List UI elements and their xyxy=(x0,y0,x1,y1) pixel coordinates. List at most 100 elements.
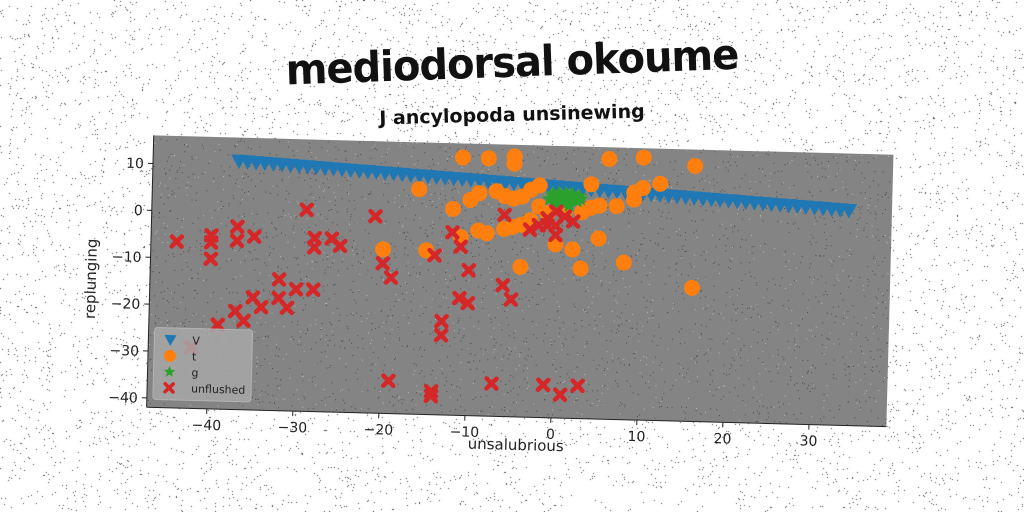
point-unflushed xyxy=(427,247,443,263)
y-tick-label: −10 xyxy=(112,249,142,266)
point-unflushed xyxy=(229,233,245,249)
point-t xyxy=(470,222,487,239)
point-unflushed-stroke xyxy=(169,234,185,249)
point-unflushed xyxy=(451,290,467,306)
x-tick-label: 30 xyxy=(799,433,817,449)
point-unflushed-stroke xyxy=(427,248,443,263)
point-unflushed xyxy=(503,292,519,307)
point-t xyxy=(496,220,513,237)
point-t xyxy=(572,260,589,277)
point-unflushed xyxy=(522,222,538,238)
point-unflushed xyxy=(210,317,225,333)
point-unflushed-stroke xyxy=(246,229,262,244)
point-unflushed xyxy=(461,262,477,278)
point-unflushed xyxy=(306,240,322,255)
point-unflushed xyxy=(279,300,295,316)
x-tick-label: −20 xyxy=(363,422,393,439)
x-axis-label: unsalubrious xyxy=(467,435,564,456)
point-unflushed xyxy=(271,272,287,287)
point-unflushed-stroke xyxy=(495,278,511,293)
point-unflushed-stroke xyxy=(299,202,315,217)
point-unflushed xyxy=(230,219,245,235)
legend-marker-g xyxy=(163,365,176,377)
point-unflushed-stroke xyxy=(557,209,573,224)
legend-label: t xyxy=(192,350,197,363)
point-V xyxy=(841,203,858,219)
point-unflushed-stroke xyxy=(565,214,581,229)
legend-marker-unflushed xyxy=(163,381,176,394)
point-unflushed-stroke xyxy=(535,377,551,392)
point-unflushed xyxy=(288,281,304,297)
point-t xyxy=(687,157,704,174)
point-t xyxy=(601,151,618,168)
point-unflushed-stroke xyxy=(368,209,383,224)
x-tick-label: 10 xyxy=(627,429,645,445)
point-unflushed-stroke xyxy=(434,314,449,329)
point-g xyxy=(545,185,561,201)
point-unflushed-stroke xyxy=(229,233,245,248)
point-unflushed xyxy=(497,207,512,223)
point-g xyxy=(561,197,577,212)
point-unflushed xyxy=(565,214,581,229)
y-axis-label: replunging xyxy=(81,238,101,319)
point-unflushed-stroke xyxy=(552,387,568,402)
point-t xyxy=(652,175,669,192)
y-tick-label: −40 xyxy=(108,390,138,407)
point-unflushed-stroke xyxy=(236,313,251,328)
point-unflushed xyxy=(246,229,262,244)
point-unflushed xyxy=(557,209,573,224)
point-t xyxy=(488,183,505,200)
point-t xyxy=(418,242,435,259)
point-unflushed xyxy=(332,238,348,254)
y-tick-label: −30 xyxy=(109,343,139,360)
point-t xyxy=(608,198,625,215)
point-unflushed-stroke xyxy=(306,240,322,255)
point-unflushed-stroke xyxy=(305,282,321,297)
point-unflushed xyxy=(423,388,439,404)
point-t xyxy=(591,197,608,214)
point-t xyxy=(512,258,529,275)
legend: Vtg unflushed xyxy=(152,327,254,403)
point-unflushed xyxy=(535,377,551,393)
y-tick-label: −20 xyxy=(111,296,141,313)
point-t xyxy=(683,279,700,296)
point-t xyxy=(583,176,600,193)
point-unflushed-stroke xyxy=(210,317,225,332)
point-unflushed-stroke xyxy=(271,272,287,287)
point-unflushed-stroke xyxy=(423,388,439,404)
point-unflushed-stroke xyxy=(548,227,564,243)
point-unflushed xyxy=(484,376,499,391)
point-unflushed xyxy=(203,251,219,267)
point-unflushed xyxy=(368,208,383,224)
point-unflushed xyxy=(380,373,396,389)
point-unflushed xyxy=(548,227,564,243)
y-tick-label: 10 xyxy=(126,156,144,172)
point-unflushed-stroke xyxy=(570,378,585,393)
point-t xyxy=(590,230,607,247)
point-unflushed-stroke xyxy=(380,373,396,388)
point-unflushed xyxy=(445,224,460,240)
point-unflushed xyxy=(453,239,469,254)
point-unflushed-stroke xyxy=(332,238,348,253)
legend-label: g xyxy=(191,366,198,379)
point-unflushed-stroke xyxy=(484,376,499,391)
point-unflushed-stroke xyxy=(288,282,304,297)
x-axis-line xyxy=(146,406,887,428)
point-unflushed xyxy=(552,387,568,403)
point-unflushed-stroke xyxy=(522,222,538,237)
point-unflushed xyxy=(299,202,315,218)
point-unflushed-stroke xyxy=(375,256,391,271)
point-g xyxy=(558,185,574,200)
point-t xyxy=(615,254,632,271)
y-axis-line xyxy=(146,135,155,408)
point-unflushed-stroke xyxy=(445,225,460,240)
point-unflushed-stroke xyxy=(279,300,295,315)
point-unflushed-stroke xyxy=(503,292,519,307)
point-unflushed xyxy=(203,228,219,243)
point-unflushed xyxy=(169,234,185,249)
point-unflushed-stroke xyxy=(253,299,269,315)
point-t xyxy=(375,241,392,258)
point-unflushed-stroke xyxy=(227,303,243,319)
point-unflushed-stroke xyxy=(497,207,512,223)
point-unflushed-stroke xyxy=(203,228,219,243)
